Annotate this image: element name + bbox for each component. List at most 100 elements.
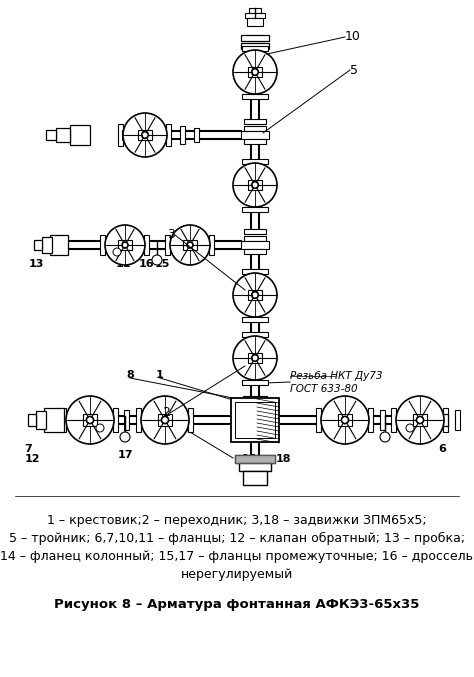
- Text: 18: 18: [275, 454, 291, 464]
- Bar: [210, 235, 215, 255]
- Circle shape: [406, 424, 414, 432]
- Bar: [128, 128, 140, 142]
- Bar: [241, 131, 269, 139]
- Bar: [242, 380, 268, 385]
- Bar: [247, 18, 263, 26]
- Bar: [338, 414, 352, 426]
- Text: 14: 14: [242, 454, 258, 464]
- Bar: [381, 410, 385, 430]
- Text: 8: 8: [126, 370, 134, 380]
- Bar: [165, 235, 171, 255]
- Text: Резьба НКТ Ду73: Резьба НКТ Ду73: [290, 371, 383, 381]
- Circle shape: [233, 336, 277, 380]
- Bar: [242, 206, 268, 211]
- Circle shape: [123, 113, 167, 157]
- Bar: [248, 290, 262, 300]
- Bar: [245, 13, 265, 18]
- Bar: [248, 67, 262, 77]
- Bar: [145, 235, 149, 255]
- Circle shape: [380, 432, 390, 442]
- Bar: [242, 93, 268, 98]
- Bar: [158, 414, 172, 426]
- Bar: [432, 411, 442, 429]
- Circle shape: [252, 181, 258, 188]
- Circle shape: [142, 132, 148, 138]
- Bar: [137, 408, 142, 432]
- Bar: [36, 411, 46, 429]
- Circle shape: [170, 225, 210, 265]
- Bar: [235, 455, 275, 463]
- Circle shape: [66, 396, 114, 444]
- Bar: [122, 131, 128, 139]
- Circle shape: [187, 242, 193, 248]
- Bar: [244, 248, 266, 253]
- Circle shape: [120, 432, 130, 442]
- Bar: [34, 240, 42, 250]
- Bar: [317, 408, 321, 432]
- Bar: [194, 128, 200, 142]
- Circle shape: [233, 50, 277, 94]
- Circle shape: [252, 292, 258, 299]
- Bar: [368, 408, 374, 432]
- Bar: [183, 240, 197, 250]
- Circle shape: [86, 416, 93, 424]
- Circle shape: [252, 355, 258, 362]
- Text: 6: 6: [438, 444, 446, 454]
- Bar: [444, 408, 448, 432]
- Circle shape: [141, 396, 189, 444]
- Bar: [244, 229, 266, 234]
- Bar: [248, 180, 262, 190]
- Circle shape: [233, 273, 277, 317]
- Circle shape: [162, 416, 169, 424]
- Bar: [125, 410, 129, 430]
- Bar: [46, 130, 56, 140]
- Text: 13: 13: [28, 259, 44, 269]
- Circle shape: [321, 396, 369, 444]
- Text: 3: 3: [167, 229, 175, 242]
- Bar: [244, 139, 266, 144]
- Bar: [456, 410, 461, 430]
- Bar: [242, 158, 268, 164]
- Bar: [244, 118, 266, 123]
- Bar: [235, 402, 275, 438]
- Bar: [249, 8, 261, 13]
- Text: 15: 15: [155, 259, 170, 269]
- Text: 14 – фланец колонный; 15,17 – фланцы промежуточные; 16 – дроссель: 14 – фланец колонный; 15,17 – фланцы про…: [0, 550, 474, 563]
- Bar: [242, 45, 268, 51]
- Circle shape: [252, 68, 258, 75]
- Bar: [242, 332, 268, 336]
- Circle shape: [105, 225, 145, 265]
- Circle shape: [416, 416, 424, 424]
- Bar: [70, 125, 90, 145]
- Bar: [113, 408, 118, 432]
- Bar: [50, 235, 68, 255]
- Text: 5: 5: [350, 64, 358, 77]
- Text: Рисунок 8 – Арматура фонтанная АФКЭ3-65х35: Рисунок 8 – Арматура фонтанная АФКЭ3-65х…: [55, 598, 419, 611]
- Bar: [244, 339, 266, 345]
- Bar: [189, 408, 193, 432]
- Bar: [242, 317, 268, 322]
- Text: 1 – крестовик;2 – переходник; 3,18 – задвижки ЗПМ65х5;: 1 – крестовик;2 – переходник; 3,18 – зад…: [47, 514, 427, 527]
- Circle shape: [96, 424, 104, 432]
- Text: 1: 1: [156, 370, 164, 380]
- Bar: [100, 235, 106, 255]
- Bar: [243, 395, 267, 401]
- Bar: [42, 237, 52, 253]
- Bar: [244, 236, 266, 240]
- Bar: [138, 130, 152, 140]
- Bar: [244, 347, 266, 351]
- Text: 11: 11: [115, 259, 131, 269]
- Bar: [244, 125, 266, 131]
- Bar: [413, 414, 427, 426]
- Bar: [248, 353, 262, 363]
- Bar: [245, 403, 265, 408]
- Bar: [231, 398, 279, 442]
- Bar: [392, 408, 396, 432]
- Bar: [166, 124, 172, 146]
- Text: 10: 10: [345, 30, 361, 43]
- Circle shape: [122, 242, 128, 248]
- Bar: [49, 410, 55, 430]
- Bar: [412, 408, 432, 432]
- Bar: [239, 463, 271, 471]
- Text: нерегулируемый: нерегулируемый: [181, 568, 293, 581]
